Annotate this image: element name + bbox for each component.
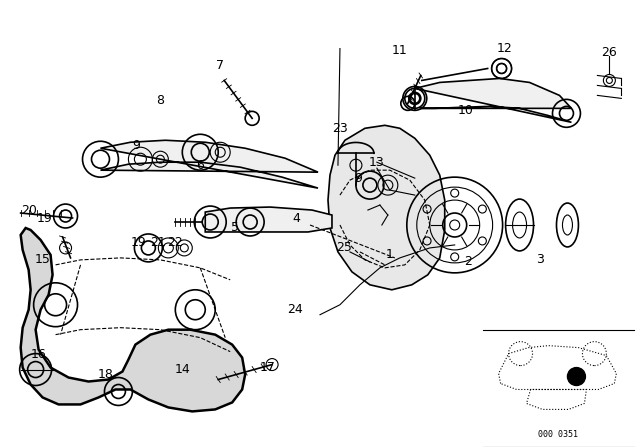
- Text: 10: 10: [458, 104, 474, 117]
- Polygon shape: [100, 140, 318, 188]
- Text: 000 0351: 000 0351: [538, 430, 579, 439]
- Text: 11: 11: [392, 44, 408, 57]
- Text: 12: 12: [497, 42, 513, 55]
- Text: 7: 7: [216, 59, 224, 72]
- Text: 16: 16: [31, 348, 47, 361]
- Text: 2: 2: [464, 255, 472, 268]
- Text: 1: 1: [386, 248, 394, 261]
- Polygon shape: [205, 207, 332, 232]
- Text: 23: 23: [332, 122, 348, 135]
- Polygon shape: [415, 78, 572, 122]
- Polygon shape: [20, 228, 245, 411]
- Text: 14: 14: [175, 363, 190, 376]
- Text: 19: 19: [36, 211, 52, 224]
- Text: 18: 18: [97, 368, 113, 381]
- Text: 20: 20: [20, 203, 36, 216]
- Text: 13: 13: [369, 156, 385, 169]
- Text: 5: 5: [231, 221, 239, 234]
- Text: 17: 17: [259, 361, 275, 374]
- Text: 19: 19: [131, 237, 147, 250]
- Text: 15: 15: [35, 254, 51, 267]
- Text: 21: 21: [150, 237, 166, 250]
- Text: 22: 22: [168, 237, 183, 250]
- Text: 6: 6: [196, 159, 204, 172]
- Text: 25: 25: [336, 241, 352, 254]
- Polygon shape: [328, 125, 445, 290]
- Text: 4: 4: [292, 211, 300, 224]
- Text: 8: 8: [156, 94, 164, 107]
- Text: 9: 9: [354, 172, 362, 185]
- Text: 9: 9: [132, 139, 140, 152]
- Text: 3: 3: [536, 254, 543, 267]
- Text: 26: 26: [602, 46, 617, 59]
- Circle shape: [568, 367, 586, 385]
- Text: 24: 24: [287, 303, 303, 316]
